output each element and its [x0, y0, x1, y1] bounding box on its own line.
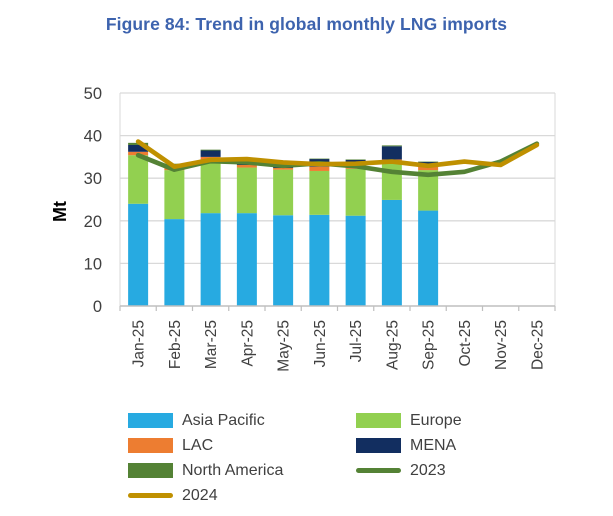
bar-segment-north-america: [418, 161, 439, 163]
bar-segment-europe: [128, 155, 149, 204]
line-2023-swatch-icon: [356, 468, 401, 473]
x-axis-tick-label: Jan-25: [131, 320, 148, 367]
y-axis-tick-label: 40: [84, 128, 102, 146]
x-axis-tick-label: Jul-25: [348, 320, 365, 362]
bar-segment-north-america: [381, 145, 402, 147]
bar-segment-europe: [200, 159, 221, 214]
mena-swatch-icon: [356, 438, 401, 453]
chart-area: 0 10 20 30 40 50 Jan-25 Feb-25 Mar-25 Apr-25 May-2…: [0, 72, 613, 407]
chart-svg: 0 10 20 30 40 50 Jan-25 Feb-25 Mar-25 Apr-25 May-2…: [50, 85, 556, 372]
x-axis-tick-label: Aug-25: [384, 320, 401, 370]
legend-item-europe: Europe: [356, 412, 588, 430]
legend-label: Europe: [410, 411, 462, 429]
bar-segment-europe: [164, 170, 185, 220]
bar-segment-lac: [236, 164, 257, 168]
bar-segment-north-america: [309, 158, 330, 160]
bar-segment-lac: [418, 166, 439, 171]
legend-item-2024: 2024: [128, 487, 356, 505]
y-axis-tick-label: 0: [93, 298, 102, 316]
bar-segment-europe: [236, 167, 257, 214]
x-axis-tick-label: Apr-25: [239, 320, 256, 367]
legend-label: LAC: [182, 436, 214, 454]
north-america-swatch-icon: [128, 463, 173, 478]
y-axis-title: Mt: [50, 201, 70, 222]
bar-segment-asia-pacific: [236, 213, 257, 306]
x-axis-tick-label: Dec-25: [529, 320, 546, 370]
bar-segment-asia-pacific: [200, 213, 221, 306]
bar-segment-europe: [309, 170, 330, 215]
bar-segment-lac: [273, 167, 294, 170]
figure-title: Figure 84: Trend in global monthly LNG i…: [105, 14, 508, 34]
bar-segment-asia-pacific: [381, 199, 402, 306]
bar-segment-mena: [128, 144, 149, 152]
bar-segment-europe: [273, 169, 294, 216]
bar-segment-mena: [200, 150, 221, 157]
europe-swatch-icon: [356, 413, 401, 428]
legend-label: North America: [182, 461, 284, 479]
x-axis-tick-label: Jun-25: [312, 320, 329, 367]
y-axis-tick-label: 20: [84, 213, 102, 231]
bar-segment-europe: [418, 170, 439, 211]
y-axis-tick-label: 50: [84, 85, 102, 103]
x-axis-tick-label: Sep-25: [421, 320, 438, 370]
bar-segment-asia-pacific: [128, 203, 149, 306]
line-2024-swatch-icon: [128, 493, 173, 498]
legend-item-asia-pacific: Asia Pacific: [128, 412, 356, 430]
legend-label: MENA: [410, 436, 457, 454]
legend-label: Asia Pacific: [182, 411, 265, 429]
legend-item-mena: MENA: [356, 437, 588, 455]
bar-segment-asia-pacific: [164, 219, 185, 306]
x-axis-tick-label: Nov-25: [493, 320, 510, 370]
line-2023: [135, 141, 540, 178]
line-2024: [135, 139, 540, 169]
x-axis-tick-label: Mar-25: [203, 320, 220, 369]
legend-label: 2023: [410, 461, 446, 479]
x-axis-tick-label: May-25: [276, 320, 293, 372]
bar-segment-north-america: [200, 149, 221, 151]
asia-pacific-swatch-icon: [128, 413, 173, 428]
lac-swatch-icon: [128, 438, 173, 453]
y-axis-tick-label: 30: [84, 170, 102, 188]
bar-segment-north-america: [345, 159, 366, 160]
x-axis-tick-label: Feb-25: [167, 320, 184, 369]
bar-segment-asia-pacific: [418, 210, 439, 306]
y-axis-tick-label: 10: [84, 255, 102, 273]
legend-item-2023: 2023: [356, 462, 588, 480]
bar-segment-asia-pacific: [273, 215, 294, 306]
bar-segment-asia-pacific: [309, 214, 330, 306]
bar-segment-asia-pacific: [345, 215, 366, 306]
x-axis-tick-label: Oct-25: [457, 320, 474, 367]
bar-segment-mena: [381, 146, 402, 160]
chart-legend: Asia Pacific Europe LAC MENA North Ameri…: [128, 408, 588, 508]
legend-label: 2024: [182, 486, 218, 504]
legend-item-north-america: North America: [128, 462, 356, 480]
legend-item-lac: LAC: [128, 437, 356, 455]
bar-segment-lac: [309, 166, 330, 171]
bar-segment-europe: [345, 168, 366, 216]
